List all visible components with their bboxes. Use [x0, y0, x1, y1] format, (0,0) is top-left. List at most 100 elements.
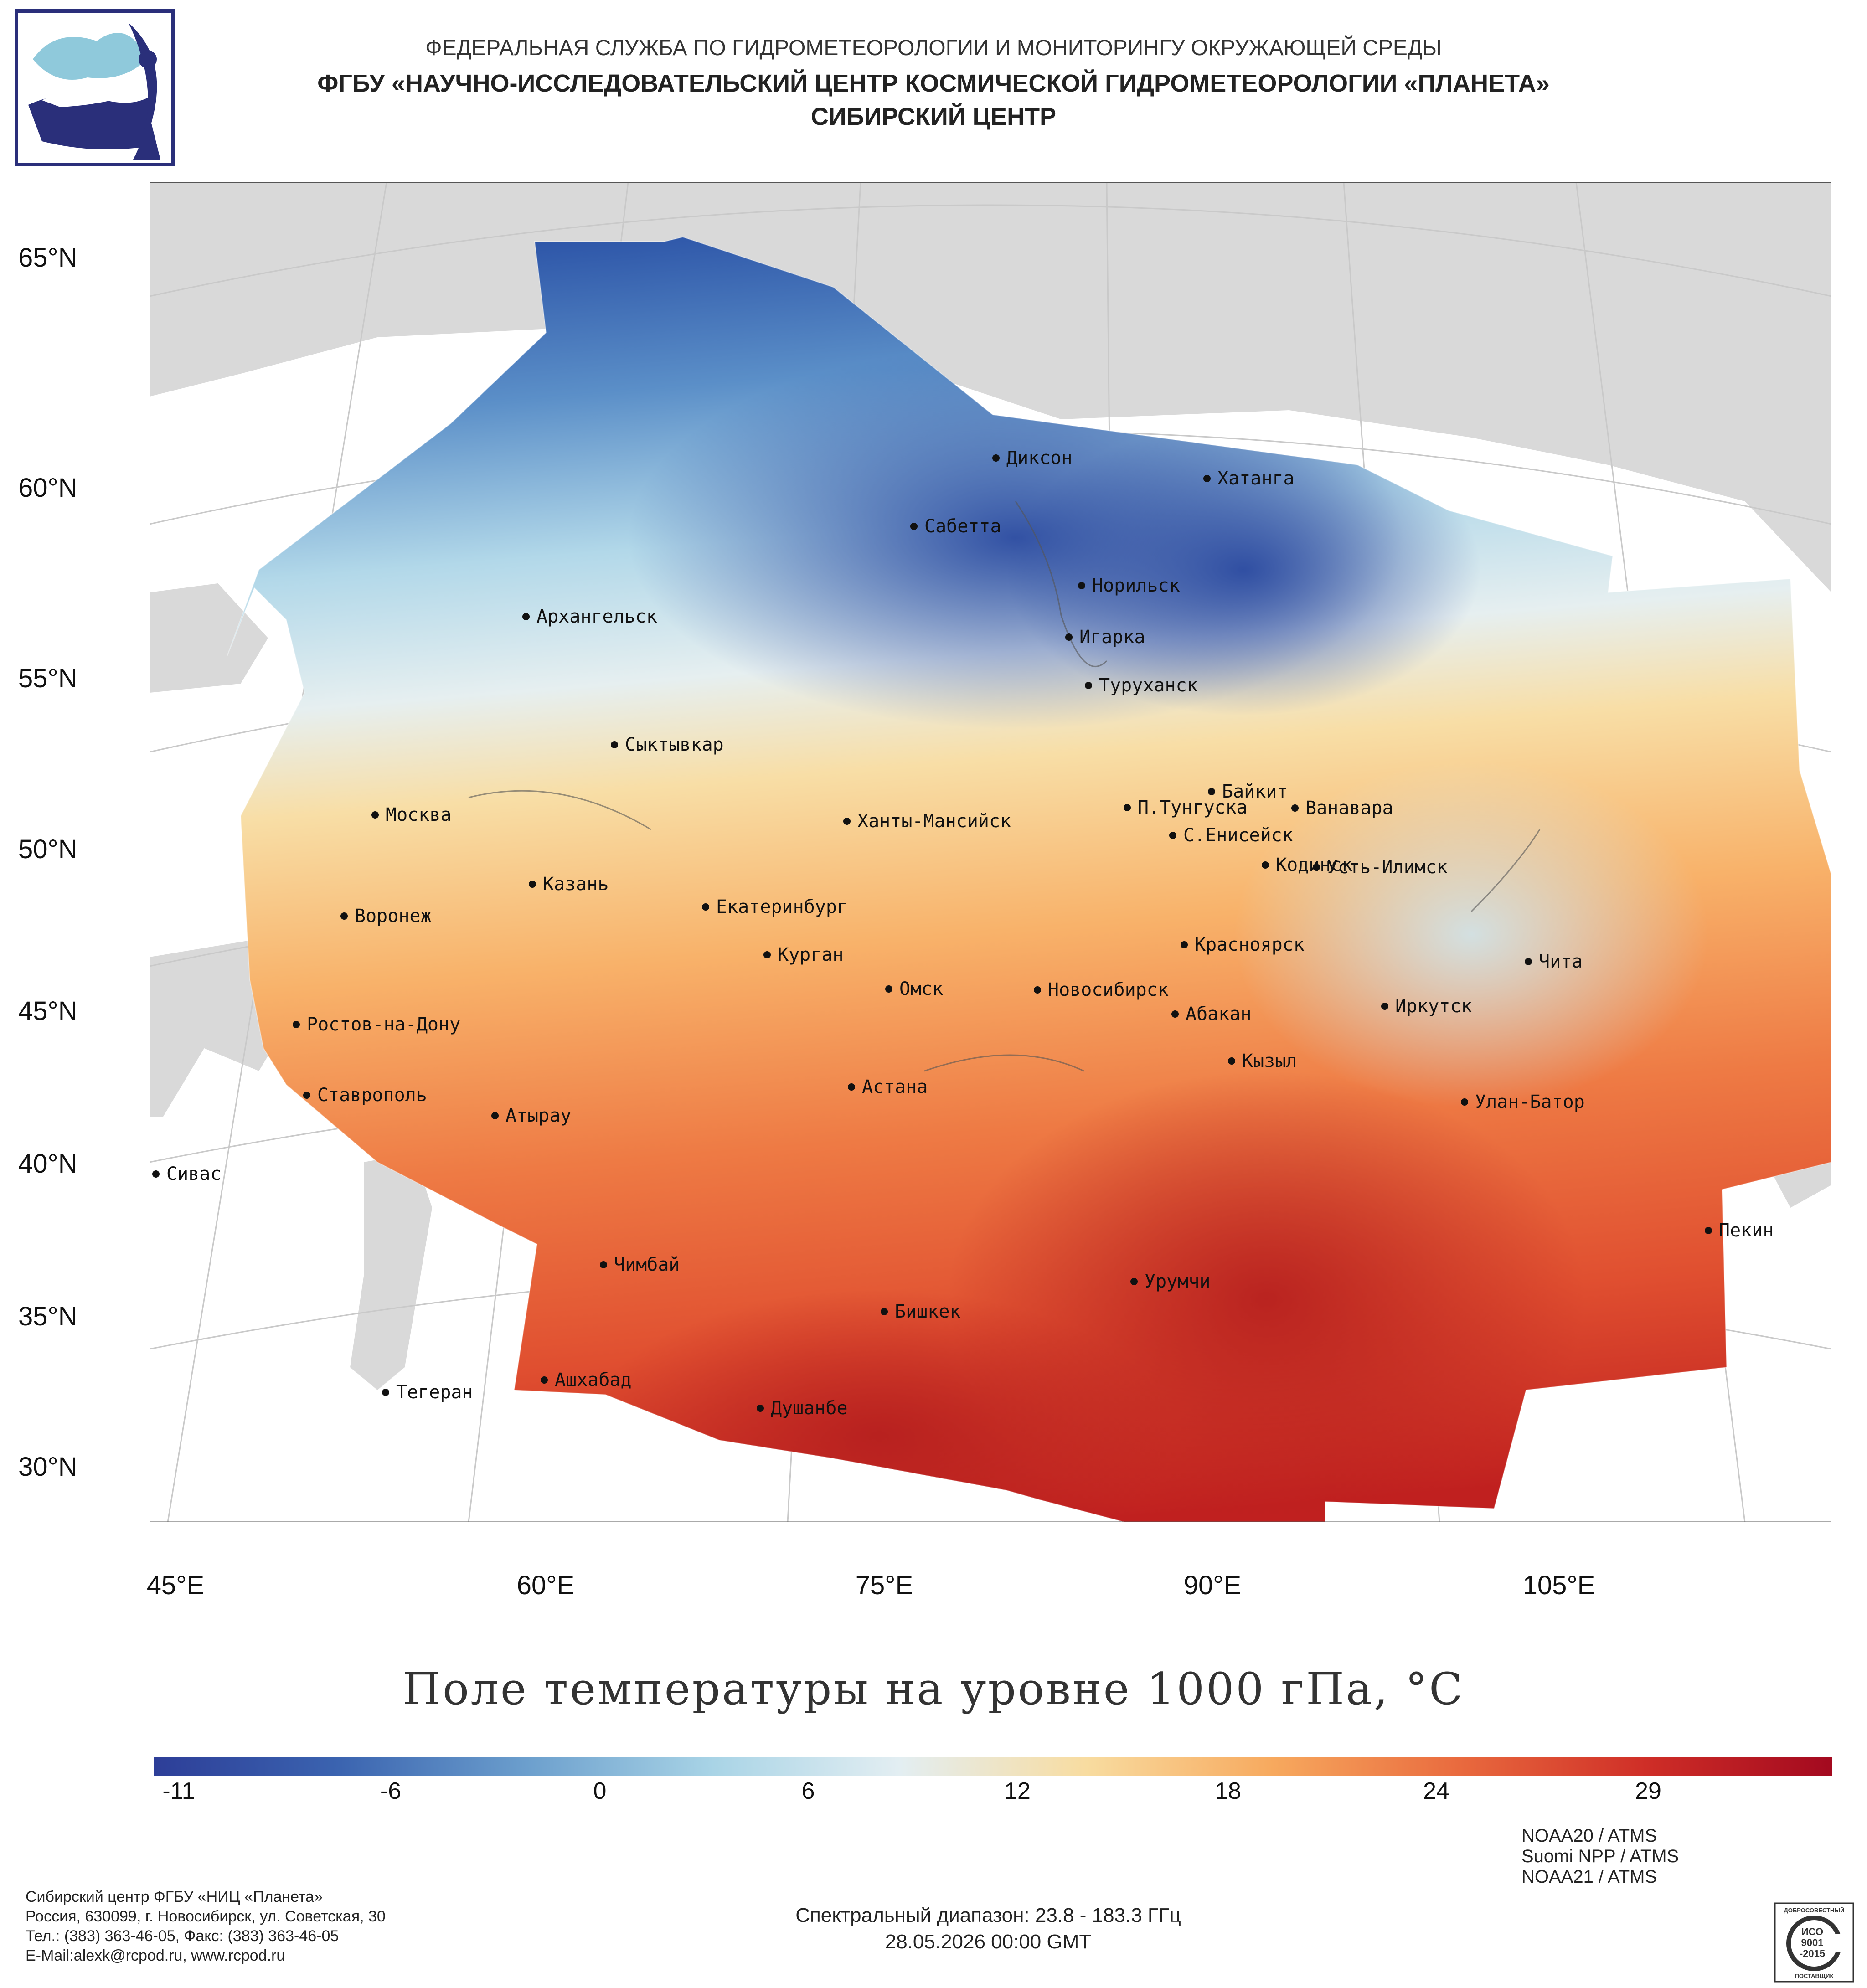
- colorbar-tick: 29: [1635, 1778, 1661, 1804]
- city-ulan-bator: Улан-Батор: [1461, 1092, 1585, 1112]
- city-igarka: Игарка: [1065, 627, 1145, 648]
- svg-text:Чимбай: Чимбай: [614, 1254, 680, 1275]
- svg-text:Москва: Москва: [386, 804, 452, 825]
- svg-text:Воронеж: Воронеж: [355, 906, 432, 927]
- city-sivas: Сивас: [152, 1164, 221, 1185]
- planeta-logo: [15, 9, 175, 166]
- city-turukhansk: Туруханск: [1085, 675, 1198, 696]
- svg-text:ДОБРОСОВЕСТНЫЙ: ДОБРОСОВЕСТНЫЙ: [1784, 1907, 1844, 1914]
- footer-address: Россия, 630099, г. Новосибирск, ул. Сове…: [26, 1908, 386, 1925]
- city-abakan: Абакан: [1171, 1004, 1252, 1025]
- colorbar: [154, 1757, 1832, 1776]
- city-astana: Астана: [848, 1076, 928, 1097]
- city-omsk: Омск: [885, 979, 943, 999]
- svg-text:Казань: Казань: [543, 874, 609, 895]
- svg-text:Туруханск: Туруханск: [1099, 675, 1198, 696]
- svg-text:Абакан: Абакан: [1186, 1004, 1252, 1025]
- svg-text:9001: 9001: [1801, 1937, 1824, 1948]
- city-dikson: Диксон: [992, 448, 1073, 469]
- svg-text:Новосибирск: Новосибирск: [1048, 979, 1169, 1000]
- svg-text:С.Енисейск: С.Енисейск: [1183, 825, 1293, 846]
- city-novosibirsk: Новосибирск: [1034, 979, 1169, 1000]
- svg-text:Усть-Илимск: Усть-Илимск: [1327, 857, 1448, 878]
- svg-text:Пекин: Пекин: [1719, 1220, 1774, 1241]
- city-khatanga: Хатанга: [1203, 468, 1295, 489]
- city-tegeran: Тегеран: [382, 1382, 473, 1403]
- footer-phones: Тел.: (383) 363-46-05, Факс: (383) 363-4…: [26, 1927, 339, 1945]
- lat-label-50: 50°N: [18, 834, 77, 864]
- city-krasnoyarsk: Красноярск: [1181, 934, 1305, 955]
- svg-text:Диксон: Диксон: [1006, 448, 1073, 469]
- footer-email[interactable]: E-Mail:alexk@rcpod.ru, www.rcpod.ru: [26, 1947, 285, 1964]
- svg-text:Ростов-на-Дону: Ростов-на-Дону: [307, 1014, 460, 1035]
- lon-label-60: 60°E: [516, 1571, 575, 1600]
- svg-text:Душанбе: Душанбе: [771, 1398, 848, 1419]
- svg-text:Омск: Омск: [899, 979, 943, 999]
- lon-label-105: 105°E: [1522, 1571, 1595, 1600]
- colorbar-tick: 18: [1215, 1778, 1241, 1804]
- colorbar-tick: 24: [1423, 1778, 1449, 1804]
- svg-text:Иркутск: Иркутск: [1395, 996, 1472, 1017]
- lat-label-35: 35°N: [18, 1302, 77, 1331]
- city-ust-ilimsk: Усть-Илимск: [1313, 857, 1448, 878]
- svg-text:Курган: Курган: [778, 944, 844, 965]
- svg-text:Ханты-Мансийск: Ханты-Мансийск: [857, 811, 1011, 832]
- svg-text:Байкит: Байкит: [1222, 781, 1288, 802]
- city-ekaterinburg: Екатеринбург: [702, 896, 848, 917]
- city-urumchi: Урумчи: [1130, 1271, 1211, 1292]
- product-title: Поле температуры на уровне 1000 гПа, °C: [402, 1664, 1465, 1715]
- city-irkutsk: Иркутск: [1381, 996, 1472, 1017]
- city-stavropol: Ставрополь: [303, 1085, 427, 1106]
- svg-text:Сабетта: Сабетта: [924, 516, 1001, 537]
- colorbar-tick: -6: [380, 1778, 402, 1804]
- city-pekin: Пекин: [1705, 1220, 1774, 1241]
- svg-text:Ванавара: Ванавара: [1305, 798, 1393, 819]
- footer-org-name: Сибирский центр ФГБУ «НИЦ «Планета»: [26, 1888, 323, 1906]
- datetime: 28.05.2026 00:00 GMT: [885, 1931, 1092, 1953]
- spectral-range: Спектральный диапазон: 23.8 - 183.3 ГГц: [795, 1904, 1181, 1926]
- satellite-3: NOAA21 / ATMS: [1521, 1867, 1657, 1887]
- org-line-2: ФГБУ «НАУЧНО-ИССЛЕДОВАТЕЛЬСКИЙ ЦЕНТР КОС…: [317, 70, 1550, 97]
- iso-badge: ДОБРОСОВЕСТНЫЙ ИСО 9001 -2015 ПОСТАВЩИК: [1774, 1902, 1854, 1983]
- svg-text:Игарка: Игарка: [1079, 627, 1145, 648]
- colorbar-tick: 12: [1004, 1778, 1031, 1804]
- city-p-tunguska: П.Тунгуска: [1124, 797, 1248, 818]
- lon-label-90: 90°E: [1183, 1571, 1242, 1600]
- city-baikit: Байкит: [1208, 781, 1288, 802]
- lat-label-55: 55°N: [18, 664, 77, 693]
- svg-text:Тегеран: Тегеран: [396, 1382, 473, 1403]
- lat-label-60: 60°N: [18, 473, 77, 503]
- svg-text:Урумчи: Урумчи: [1145, 1271, 1211, 1292]
- svg-text:Сивас: Сивас: [166, 1164, 221, 1185]
- city-atyrau: Атырау: [491, 1105, 572, 1126]
- city-dushanbe: Душанбе: [757, 1398, 848, 1419]
- svg-text:Бишкек: Бишкек: [895, 1301, 961, 1322]
- city-kyzyl: Кызыл: [1228, 1051, 1297, 1071]
- svg-text:Ставрополь: Ставрополь: [317, 1085, 427, 1106]
- lat-label-65: 65°N: [18, 243, 77, 273]
- city-kurgan: Курган: [763, 944, 844, 965]
- svg-text:Архангельск: Архангельск: [536, 606, 657, 627]
- lon-label-45: 45°E: [146, 1571, 205, 1600]
- city-syktyvkar: Сыктывкар: [611, 734, 724, 755]
- lon-label-75: 75°E: [855, 1571, 913, 1600]
- city-sabetta: Сабетта: [910, 516, 1001, 537]
- city-ashkhabad: Ашхабад: [541, 1370, 632, 1391]
- lat-label-30: 30°N: [18, 1452, 77, 1482]
- city-arkhangelsk: Архангельск: [522, 606, 657, 627]
- city-norilsk: Норильск: [1078, 575, 1180, 596]
- svg-text:Кызыл: Кызыл: [1242, 1051, 1297, 1071]
- svg-text:Сыктывкар: Сыктывкар: [625, 734, 724, 755]
- city-chita: Чита: [1525, 951, 1583, 972]
- org-line-3: СИБИРСКИЙ ЦЕНТР: [810, 103, 1057, 130]
- svg-text:-2015: -2015: [1800, 1948, 1825, 1959]
- colorbar-tick: -11: [162, 1778, 195, 1804]
- city-khanty-mansiysk: Ханты-Мансийск: [843, 811, 1011, 832]
- city-moskva: Москва: [371, 804, 452, 825]
- city-rostov-na-donu: Ростов-на-Дону: [293, 1014, 460, 1035]
- city-kazan: Казань: [529, 874, 609, 895]
- lat-label-40: 40°N: [18, 1149, 77, 1179]
- svg-text:Астана: Астана: [862, 1076, 928, 1097]
- satellite-1: NOAA20 / ATMS: [1521, 1826, 1657, 1846]
- svg-text:ИСО: ИСО: [1801, 1926, 1823, 1937]
